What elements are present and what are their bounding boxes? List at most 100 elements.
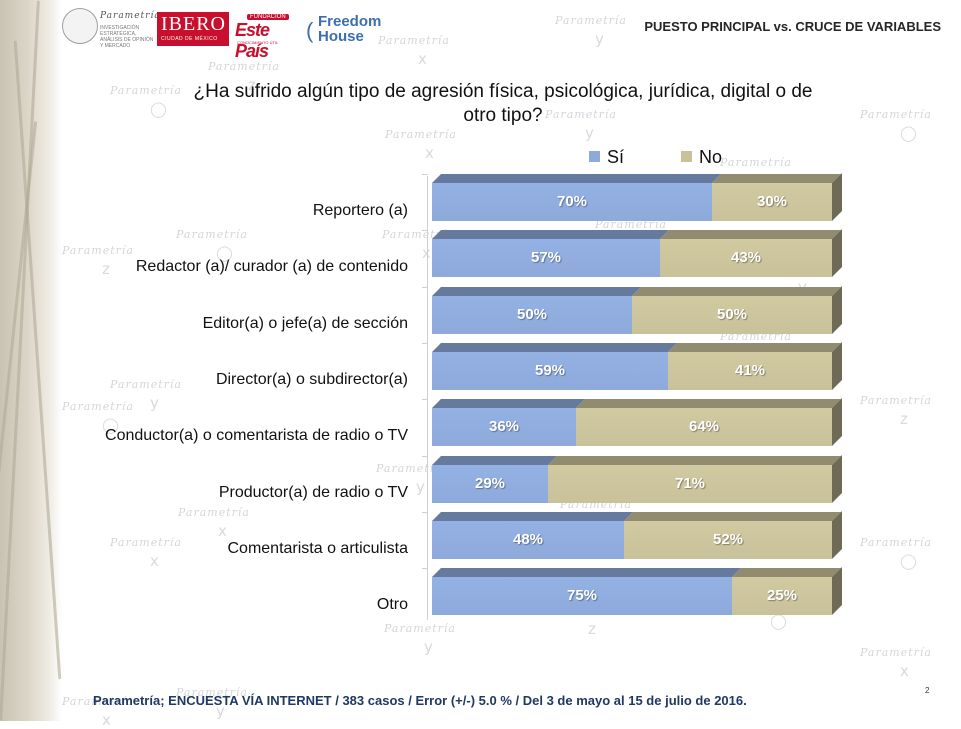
watermark-text: Parametría xyxy=(720,156,792,169)
watermark-glyph: y xyxy=(585,124,594,142)
data-label-si: 50% xyxy=(516,306,548,323)
bar-segment-top-no xyxy=(632,287,841,296)
bar-segment-side xyxy=(832,455,842,503)
bar-segment-no xyxy=(732,577,832,615)
data-label-si: 57% xyxy=(530,249,562,266)
watermark-glyph: x xyxy=(900,662,909,680)
watermark-glyph: z xyxy=(102,260,110,278)
watermark-text: Parametría xyxy=(860,394,932,407)
bar-segment-top-si xyxy=(432,174,721,183)
category-axis-tick xyxy=(422,287,428,288)
watermark-glyph: y xyxy=(216,702,225,720)
bar-segment-no xyxy=(624,521,832,559)
bar-segment-side xyxy=(832,398,842,446)
data-label-no: 50% xyxy=(716,306,748,323)
watermark-text: Parametría xyxy=(376,462,448,475)
parametria-emblem-icon xyxy=(62,8,98,44)
watermark-glyph: y xyxy=(416,478,425,496)
category-axis-tick xyxy=(422,230,428,231)
watermark-glyph: x xyxy=(150,552,159,570)
data-label-si: 70% xyxy=(556,193,588,210)
data-label-no: 30% xyxy=(756,193,788,210)
bar-segment-no xyxy=(712,183,832,221)
bar-segment-top-no xyxy=(548,456,841,465)
bar-segment-si xyxy=(432,239,660,277)
bar-segment-si xyxy=(432,352,668,390)
bar-segment-side xyxy=(832,567,842,615)
freedom-house-logo: ( Freedom House xyxy=(306,12,386,48)
category-axis-tick xyxy=(422,512,428,513)
watermark-text: Parametría xyxy=(860,536,932,549)
data-label-si: 48% xyxy=(512,531,544,548)
watermark-glyph: y xyxy=(424,638,433,656)
source-footer: Parametría; ENCUESTA VÍA INTERNET / 383 … xyxy=(93,693,747,708)
bar-segment-top-no xyxy=(624,512,841,521)
bar-segment-no xyxy=(668,352,832,390)
bar-segment-top-si xyxy=(432,568,741,577)
data-label-no: 43% xyxy=(730,249,762,266)
bar-segment-top-si xyxy=(432,343,677,352)
watermark-glyph: ◯ xyxy=(216,244,233,262)
watermark-glyph: ◯ xyxy=(900,124,917,142)
este-pais-logo-badge: FUNDACIÓN xyxy=(247,14,289,20)
legend-swatch-si xyxy=(589,151,600,162)
este-pais-logo-name: Este País xyxy=(235,20,270,61)
category-label: Conductor(a) o comentarista de radio o T… xyxy=(105,427,408,444)
freedom-house-logo-name: Freedom House xyxy=(318,13,382,45)
watermark-text: Parametría xyxy=(62,695,134,708)
bar-segment-top-si xyxy=(432,512,633,521)
legend-swatch-no xyxy=(681,151,692,162)
bar-segment-no xyxy=(660,239,832,277)
data-label-si: 59% xyxy=(534,362,566,379)
watermark-glyph: z xyxy=(248,76,256,94)
watermark-text: Parametría xyxy=(62,244,134,257)
ibero-logo-tagline: CIUDAD DE MÉXICO xyxy=(161,36,218,42)
bar-segment-si xyxy=(432,183,712,221)
watermark-text: Parametría xyxy=(860,108,932,121)
bar-segment-si xyxy=(432,465,548,503)
data-label-no: 25% xyxy=(766,587,798,604)
decorative-left-border xyxy=(0,0,62,721)
watermark-glyph: z xyxy=(900,410,908,428)
data-label-no: 52% xyxy=(712,531,744,548)
freedom-house-mark-icon: ( xyxy=(306,18,314,43)
data-label-no: 71% xyxy=(674,475,706,492)
category-axis xyxy=(427,176,428,620)
bar-segment-top-no xyxy=(712,174,841,183)
watermark-text: Parametría xyxy=(62,400,134,413)
bar-segment-top-si xyxy=(432,230,669,239)
parametria-logo-tagline: INVESTIGACIÓN ESTRATÉGICA, ANÁLISIS DE O… xyxy=(100,25,154,49)
bar-segment-top-no xyxy=(576,399,841,408)
bar-segment-side xyxy=(832,342,842,390)
bar-segment-top-no xyxy=(668,343,841,352)
ibero-logo-name: IBERO xyxy=(161,13,226,35)
category-axis-tick xyxy=(422,456,428,457)
watermark-text: Parametría xyxy=(860,646,932,659)
watermark-text: Parametría xyxy=(595,218,667,231)
legend-item-no: No xyxy=(681,147,722,168)
category-label: Otro xyxy=(376,596,408,613)
bar-segment-top-si xyxy=(432,456,557,465)
category-label: Reportero (a) xyxy=(312,202,408,219)
watermark-text: Parametría xyxy=(378,34,450,47)
watermark-glyph: ◯ xyxy=(900,552,917,570)
category-axis-tick xyxy=(422,399,428,400)
watermark-glyph: x xyxy=(418,50,427,68)
bar-segment-top-si xyxy=(432,399,585,408)
watermark-text: Parametría xyxy=(385,128,457,141)
bar-segment-top-si xyxy=(432,287,641,296)
watermark-glyph: y xyxy=(150,394,159,412)
bar-segment-no xyxy=(548,465,832,503)
watermark-text: Parametría xyxy=(555,14,627,27)
bar-segment-side xyxy=(832,173,842,221)
watermark-text: Parametría xyxy=(110,378,182,391)
watermark-glyph: ◯ xyxy=(102,416,119,434)
data-label-no: 41% xyxy=(734,362,766,379)
category-label: Director(a) o subdirector(a) xyxy=(215,371,408,388)
watermark-glyph: z xyxy=(588,620,596,638)
watermark-text: Parametría xyxy=(208,60,280,73)
bar-segment-si xyxy=(432,577,732,615)
este-pais-logo: FUNDACIÓN Este País CONOCIMIENTO ÚTIL xyxy=(233,12,305,61)
category-label: Productor(a) de radio o TV xyxy=(218,484,408,501)
watermark-text: Parametría xyxy=(384,622,456,635)
